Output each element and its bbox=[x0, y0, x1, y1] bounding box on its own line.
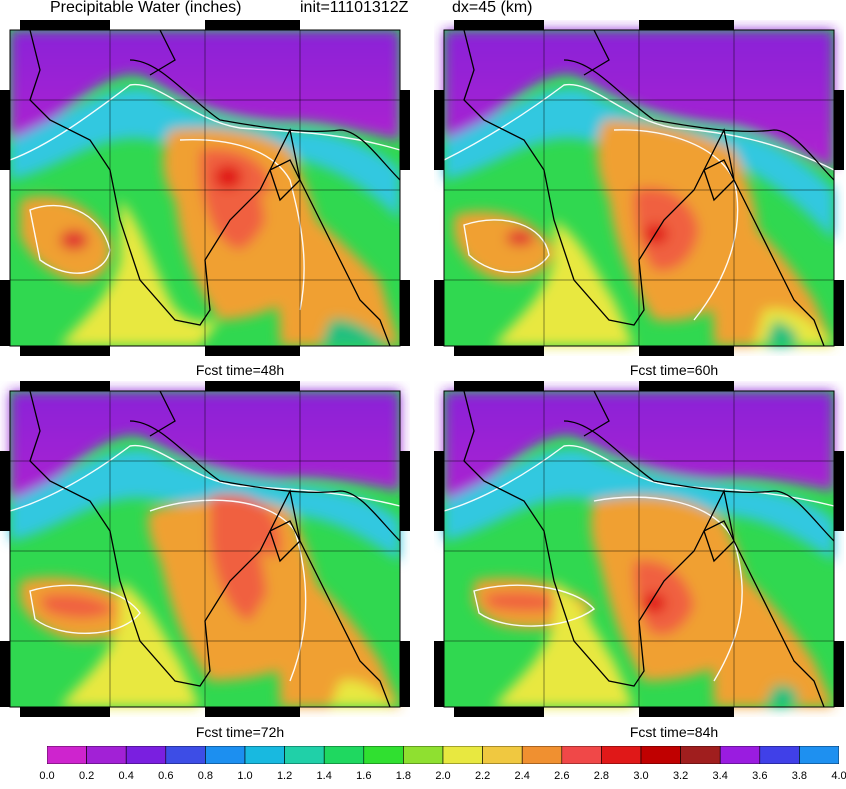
colorbar-swatch bbox=[640, 746, 681, 764]
colorbar-swatch bbox=[403, 746, 444, 764]
colorbar-tick-label: 1.0 bbox=[237, 770, 253, 782]
grid-resolution: dx=45 (km) bbox=[452, 0, 533, 16]
init-time: init=11101312Z bbox=[300, 0, 409, 16]
forecast-panel-48h bbox=[0, 20, 410, 356]
colorbar-swatch bbox=[521, 746, 563, 764]
colorbar-swatch bbox=[284, 746, 325, 764]
colorbar-swatch bbox=[47, 746, 87, 764]
colorbar-tick-label: 2.6 bbox=[554, 770, 570, 782]
colorbar-tick-label: 2.8 bbox=[593, 770, 610, 782]
colorbar-tick-label: 0.2 bbox=[78, 770, 95, 782]
colorbar-tick-label: 2.4 bbox=[514, 770, 530, 782]
colorbar-swatch bbox=[759, 746, 800, 764]
colorbar-swatch bbox=[561, 746, 602, 764]
title-line: Precipitable Water (inches) init=1110131… bbox=[0, 0, 846, 20]
colorbar-swatch bbox=[165, 746, 206, 764]
forecast-panel-72h bbox=[0, 381, 410, 717]
colorbar-swatch bbox=[125, 746, 167, 764]
colorbar-tick-label: 3.2 bbox=[672, 770, 689, 782]
forecast-panel-84h bbox=[434, 381, 844, 717]
panel-caption-48h: Fcst time=48h bbox=[195, 362, 285, 378]
colorbar-swatch bbox=[442, 746, 483, 764]
colorbar-tick-label: 0.0 bbox=[39, 770, 55, 782]
colorbar-tick-label: 1.8 bbox=[395, 770, 412, 782]
colorbar-swatch bbox=[205, 746, 246, 764]
colorbar-tick-label: 0.4 bbox=[118, 770, 134, 782]
panel-caption-84h: Fcst time=84h bbox=[629, 724, 719, 740]
colorbar-swatch bbox=[244, 746, 285, 764]
colorbar-tick-label: 1.2 bbox=[276, 770, 293, 782]
colorbar-tick-label: 3.4 bbox=[712, 770, 728, 782]
colorbar-swatch bbox=[719, 746, 761, 764]
colorbar-swatch bbox=[482, 746, 523, 764]
colorbar-swatch bbox=[680, 746, 721, 764]
colorbar-swatch bbox=[601, 746, 642, 764]
colorbar-tick-label: 1.4 bbox=[316, 770, 332, 782]
map-title: Precipitable Water (inches) bbox=[50, 0, 242, 16]
colorbar-tick-label: 1.6 bbox=[356, 770, 372, 782]
colorbar-swatch bbox=[363, 746, 404, 764]
colorbar-tick-label: 3.0 bbox=[633, 770, 649, 782]
colorbar-swatch bbox=[86, 746, 127, 764]
colorbar-tick-label: 2.2 bbox=[474, 770, 491, 782]
panel-caption-72h: Fcst time=72h bbox=[195, 724, 285, 740]
colorbar-swatch bbox=[799, 746, 839, 764]
colorbar-tick-label: 0.6 bbox=[158, 770, 174, 782]
colorbar-tick-label: 3.6 bbox=[752, 770, 768, 782]
panel-caption-60h: Fcst time=60h bbox=[629, 362, 719, 378]
forecast-panel-60h bbox=[434, 20, 844, 356]
colorbar-tick-label: 0.8 bbox=[197, 770, 214, 782]
colorbar bbox=[47, 746, 839, 764]
colorbar-swatch bbox=[323, 746, 365, 764]
colorbar-tick-label: 4.0 bbox=[831, 770, 846, 782]
colorbar-tick-label: 2.0 bbox=[435, 770, 451, 782]
colorbar-tick-label: 3.8 bbox=[791, 770, 808, 782]
